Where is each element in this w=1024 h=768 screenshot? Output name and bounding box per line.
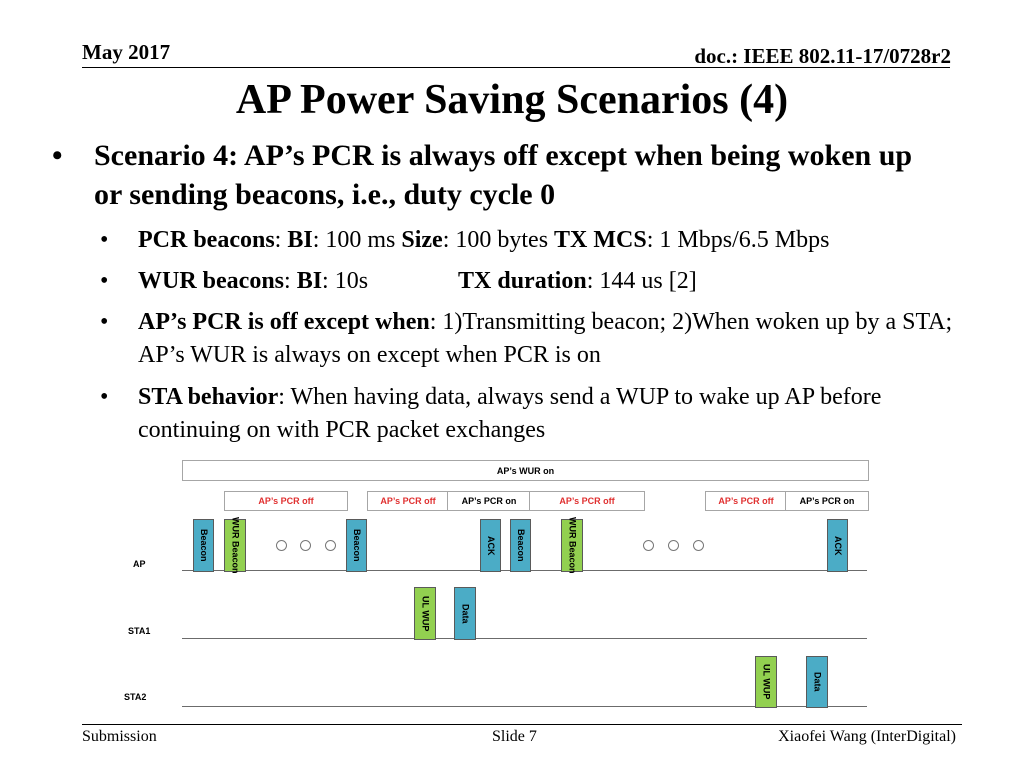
text-run: : 1)Transmitting beacon; 2)When woken up… bbox=[138, 309, 953, 368]
bullet-dot: • bbox=[100, 384, 109, 410]
ellipsis-circle-icon bbox=[300, 540, 311, 551]
slide-title: AP Power Saving Scenarios (4) bbox=[235, 77, 789, 123]
bold-text-run: PCR beacons bbox=[138, 227, 275, 253]
pcr-state-bar: AP’s PCR on bbox=[447, 491, 531, 511]
bold-text-run: BI bbox=[296, 268, 323, 294]
header-date: May 2017 bbox=[82, 40, 171, 64]
bold-text-run: TX duration bbox=[458, 268, 587, 294]
text-run: : bbox=[274, 227, 288, 253]
packet-beacon: Beacon bbox=[193, 519, 214, 572]
text-run: : When having data, always send a WUP to… bbox=[138, 384, 882, 443]
bold-text-run: STA behavior bbox=[138, 384, 279, 410]
timeline-label: STA1 bbox=[128, 626, 151, 636]
timeline-sta1 bbox=[182, 638, 867, 639]
pcr-state-bar: AP’s PCR on bbox=[785, 491, 869, 511]
text-run: : 10s bbox=[322, 268, 369, 294]
footer-submission: Submission bbox=[82, 728, 157, 745]
ellipsis-circle-icon bbox=[276, 540, 287, 551]
ellipsis-circle-icon bbox=[643, 540, 654, 551]
sub-bullet-text: STA behavior: When having data, always s… bbox=[138, 381, 953, 447]
packet-ul-wup: UL WUP bbox=[414, 587, 436, 640]
packet-ack: ACK bbox=[827, 519, 848, 572]
bullet-dot: • bbox=[100, 268, 109, 294]
timeline-sta2 bbox=[182, 706, 867, 707]
packet-wur-beacon: WUR Beacon bbox=[561, 517, 583, 574]
packet-ack: ACK bbox=[480, 519, 501, 572]
wur-on-bar: AP’s WUR on bbox=[182, 460, 869, 481]
footer-author: Xiaofei Wang (InterDigital) bbox=[778, 728, 956, 745]
packet-data: Data bbox=[454, 587, 476, 640]
footer-slide-number: Slide 7 bbox=[492, 728, 537, 745]
pcr-state-bar: AP’s PCR off bbox=[529, 491, 645, 511]
pcr-state-bar: AP’s PCR off bbox=[705, 491, 787, 511]
pcr-state-bar: AP’s PCR off bbox=[224, 491, 348, 511]
packet-data: Data bbox=[806, 656, 828, 708]
bold-text-run: Size bbox=[401, 227, 443, 253]
bold-text-run: BI bbox=[287, 227, 313, 253]
bold-text-run: TX MCS bbox=[554, 227, 647, 253]
text-run: : bbox=[284, 268, 297, 294]
sub-bullet-text: WUR beacons: BI: 10s bbox=[138, 265, 978, 298]
bold-text-run: AP’s PCR is off except when bbox=[138, 309, 430, 335]
packet-beacon: Beacon bbox=[510, 519, 531, 572]
main-bullet-text: Scenario 4: AP’s PCR is always off excep… bbox=[94, 139, 913, 211]
text-run: : 100 bytes bbox=[442, 227, 555, 253]
pcr-state-bar: AP’s PCR off bbox=[367, 491, 449, 511]
sub-bullet-text: AP’s PCR is off except when: 1)Transmitt… bbox=[138, 306, 953, 372]
sub-bullet-text: PCR beacons: BI: 100 ms Size: 100 bytes … bbox=[138, 224, 978, 257]
header-doc-id: doc.: IEEE 802.11-17/0728r2 bbox=[694, 44, 951, 68]
bullet-dot: • bbox=[100, 309, 109, 335]
sub-bullet-text-tx-duration: TX duration: 144 us [2] bbox=[458, 265, 1024, 298]
bullet-dot: • bbox=[52, 139, 63, 172]
ellipsis-circle-icon bbox=[693, 540, 704, 551]
timeline-label: STA2 bbox=[124, 692, 147, 702]
bullet-dot: • bbox=[100, 227, 109, 253]
bold-text-run: WUR beacons bbox=[138, 268, 285, 294]
packet-ul-wup: UL WUP bbox=[755, 656, 777, 708]
text-run: : 1 Mbps/6.5 Mbps bbox=[646, 227, 830, 253]
ellipsis-circle-icon bbox=[325, 540, 336, 551]
text-run: : 144 us [2] bbox=[586, 268, 697, 294]
header-divider bbox=[82, 67, 950, 68]
packet-wur-beacon: WUR Beacon bbox=[224, 517, 246, 574]
ellipsis-circle-icon bbox=[668, 540, 679, 551]
timeline-label: AP bbox=[133, 559, 146, 569]
packet-beacon: Beacon bbox=[346, 519, 367, 572]
text-run: : 100 ms bbox=[312, 227, 402, 253]
footer-divider bbox=[82, 724, 962, 725]
